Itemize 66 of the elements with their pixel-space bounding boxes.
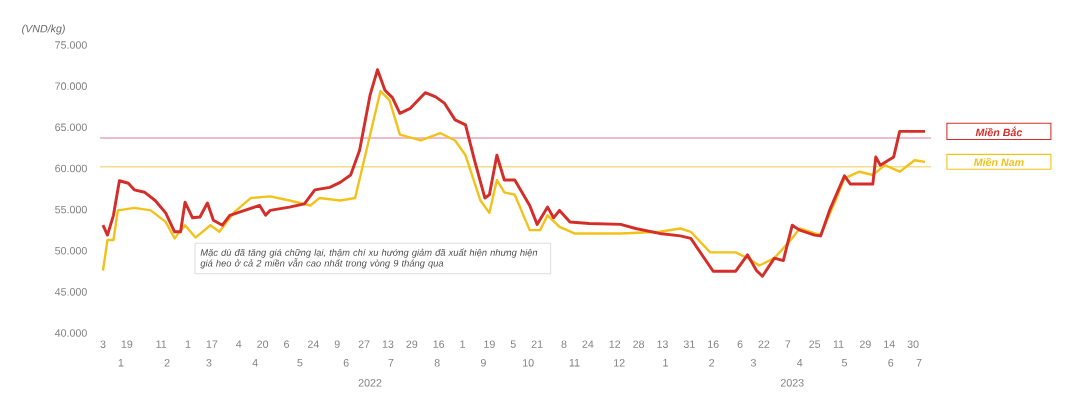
x2-tick-label: 6: [343, 359, 349, 367]
x-tick-label: 19: [484, 340, 495, 348]
x-tick-label: 29: [406, 340, 418, 348]
x-tick-label: 8: [561, 340, 567, 348]
x-tick-label: 7: [785, 340, 791, 348]
x-tick-label: 9: [334, 340, 340, 348]
y-tick-label: 75.000: [55, 41, 87, 49]
x-tick-label: 16: [708, 340, 719, 348]
y-tick-label: 60.000: [55, 164, 87, 173]
y-tick-label: 65.000: [55, 123, 87, 132]
x-tick-label: 4: [236, 340, 242, 348]
text: 2023: [780, 379, 804, 387]
x2-tick-label: 2: [164, 359, 170, 367]
x-tick-label: 24: [582, 340, 594, 348]
x2-tick-label: 9: [480, 359, 486, 367]
x-tick-label: 6: [284, 340, 289, 348]
x-tick-label: 24: [307, 340, 319, 348]
y-tick-label: 70.000: [55, 82, 87, 90]
x2-tick-label: 4: [797, 359, 803, 367]
x-tick-label: 19: [121, 340, 133, 348]
text: 2022: [358, 379, 382, 387]
x2-tick-label: 1: [663, 359, 668, 367]
x2-tick-label: 12: [614, 359, 625, 367]
x-tick-label: 17: [206, 340, 218, 348]
x-tick-label: 11: [833, 340, 844, 348]
x-tick-label: 20: [257, 340, 269, 348]
x-tick-label: 30: [907, 340, 919, 348]
x-tick-label: 3: [100, 340, 106, 348]
y-tick-label: 40.000: [54, 329, 87, 337]
x2-tick-label: 4: [252, 359, 258, 367]
x-tick-label: 28: [633, 340, 645, 348]
x2-tick-label: 5: [841, 359, 847, 367]
x-tick-label: 13: [657, 340, 668, 348]
x-tick-label: 1: [460, 340, 465, 348]
x2-tick-label: 8: [434, 359, 440, 367]
x2-tick-label: 7: [916, 359, 922, 367]
x-tick-label: 22: [758, 340, 770, 348]
x-tick-label: 31: [683, 340, 695, 348]
x-tick-label: 5: [510, 340, 516, 348]
x2-tick-label: 3: [750, 359, 756, 367]
x-tick-label: 27: [358, 340, 370, 348]
x2-tick-label: 5: [297, 359, 303, 367]
x-tick-label: 21: [531, 340, 543, 348]
x-tick-label: 11: [156, 340, 167, 348]
x2-tick-label: 11: [569, 359, 580, 367]
x2-tick-label: 7: [388, 359, 394, 367]
x-tick-label: 12: [609, 340, 621, 348]
y-tick-label: 55.000: [55, 205, 87, 214]
text: Miền Nam: [973, 157, 1024, 166]
x-tick-label: 16: [433, 340, 445, 348]
x2-tick-label: 1: [118, 359, 124, 367]
x-tick-label: 29: [859, 340, 871, 348]
x-tick-label: 6: [737, 340, 743, 348]
text: Miền Bắc: [975, 126, 1023, 137]
x-tick-label: 13: [382, 340, 394, 348]
x2-tick-label: 10: [523, 359, 534, 367]
annotation: Mặc dù đã tăng giá chững lại, thậm chí xu hướng giảm đã xuất hiện nhưng hiện giá heo ở cả 2 miền vẫn cao nhất trong vòng 9 tháng qua: [200, 248, 538, 269]
x2-tick-label: 6: [888, 359, 894, 367]
y-tick-label: 45.000: [54, 288, 87, 296]
x-tick-label: 1: [185, 340, 191, 348]
x2-tick-label: 2: [709, 359, 715, 367]
x-tick-label: 14: [884, 340, 895, 348]
x-tick-label: 25: [809, 340, 821, 348]
x2-tick-label: 3: [206, 359, 212, 367]
y-tick-label: 50.000: [55, 246, 87, 255]
y-axis-title: (VND/kg): [22, 24, 65, 35]
